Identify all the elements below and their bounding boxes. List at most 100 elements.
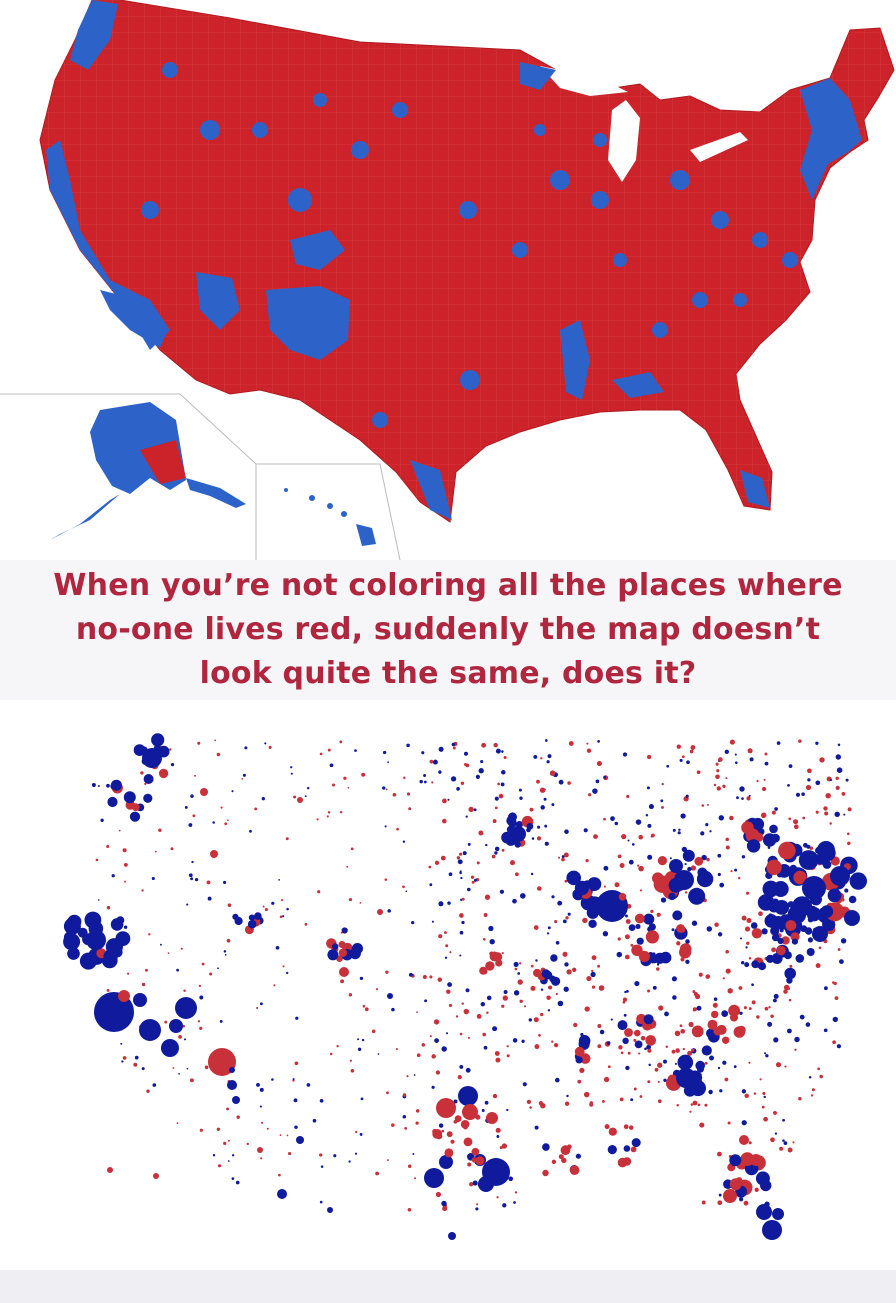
lake-erie xyxy=(690,132,748,162)
county-bubble xyxy=(669,859,683,873)
county-bubble xyxy=(480,760,484,764)
county-bubble xyxy=(468,806,474,813)
county-bubble xyxy=(357,1038,360,1041)
county-bubble xyxy=(503,990,508,994)
county-bubble xyxy=(773,1110,777,1115)
county-bubble xyxy=(357,1047,362,1051)
county-bubble xyxy=(441,1046,447,1052)
county-bubble xyxy=(306,786,310,790)
county-bubble xyxy=(696,1005,702,1011)
county-bubble xyxy=(292,1079,295,1082)
county-bubble xyxy=(618,1045,623,1050)
county-bubble xyxy=(492,1026,498,1032)
county-bubble xyxy=(170,847,174,851)
county-bubble xyxy=(592,788,598,794)
county-bubble xyxy=(727,1121,731,1125)
county-bubble xyxy=(610,816,615,821)
county-bubble xyxy=(746,839,761,853)
county-bubble xyxy=(638,834,644,840)
county-bubble xyxy=(630,1146,637,1153)
county-bubble xyxy=(454,1115,462,1123)
county-bubble xyxy=(144,968,148,972)
county-bubble xyxy=(327,1207,333,1213)
county-bubble xyxy=(170,762,175,767)
county-bubble xyxy=(540,757,543,760)
county-bubble xyxy=(766,859,782,875)
county-bubble xyxy=(836,767,843,773)
county-bubble xyxy=(623,1145,631,1152)
county-bubble xyxy=(141,1067,145,1071)
county-bubble xyxy=(485,961,495,971)
county-bubble xyxy=(622,1037,629,1044)
county-bubble xyxy=(465,763,470,768)
county-bubble xyxy=(751,960,760,969)
county-bubble xyxy=(723,1189,737,1203)
county-bubble xyxy=(224,822,228,826)
county-bubble xyxy=(384,825,387,828)
county-bubble xyxy=(304,795,307,798)
county-bubble xyxy=(672,995,677,1000)
county-bubble xyxy=(224,954,227,956)
county-bubble xyxy=(346,865,349,868)
county-bubble xyxy=(761,928,768,935)
county-bubble xyxy=(591,955,597,961)
county-bubble xyxy=(734,868,738,872)
county-bubble xyxy=(746,941,750,945)
county-bubble xyxy=(739,1135,749,1145)
county-bubble xyxy=(614,882,620,888)
county-bubble xyxy=(709,1055,714,1061)
county-bubble xyxy=(746,917,752,924)
county-bubble xyxy=(129,811,141,822)
county-bubble xyxy=(782,1139,785,1142)
county-bubble xyxy=(717,853,722,858)
county-bubble xyxy=(751,983,754,987)
county-bubble xyxy=(480,1001,486,1007)
county-bubble xyxy=(520,893,526,899)
county-bubble xyxy=(741,961,745,965)
county-bubble xyxy=(817,1067,820,1071)
county-bubble xyxy=(558,856,561,859)
county-bubble xyxy=(555,992,558,996)
county-bubble xyxy=(657,1080,660,1083)
county-bubble xyxy=(771,933,780,942)
county-bubble xyxy=(679,926,686,933)
county-bubble xyxy=(435,1132,443,1140)
county-bubble xyxy=(561,1157,567,1164)
county-bubble xyxy=(741,797,744,800)
county-bubble xyxy=(327,811,331,814)
county-bubble xyxy=(259,1087,264,1092)
county-bubble xyxy=(416,1011,418,1013)
county-bubble xyxy=(597,1024,602,1028)
county-bubble xyxy=(580,1032,584,1037)
county-bubble xyxy=(435,1191,441,1198)
county-bubble xyxy=(478,830,484,836)
county-bubble xyxy=(622,997,628,1002)
county-bubble xyxy=(455,1015,459,1018)
county-bubble xyxy=(121,1060,124,1063)
county-bubble xyxy=(467,1162,472,1167)
county-bubble xyxy=(513,961,519,967)
county-bubble xyxy=(452,746,456,750)
county-bubble xyxy=(442,798,447,804)
county-bubble xyxy=(141,889,144,892)
county-bubble xyxy=(350,847,354,851)
county-bubble xyxy=(748,1007,752,1011)
county-bubble xyxy=(650,909,654,914)
county-bubble xyxy=(387,909,391,913)
county-bubble xyxy=(415,1121,419,1125)
county-bubble xyxy=(91,783,96,787)
county-bubble xyxy=(460,781,465,785)
county-bubble xyxy=(189,1078,194,1083)
county-bubble xyxy=(459,1064,464,1069)
county-bubble xyxy=(747,748,753,754)
county-bubble xyxy=(567,781,571,785)
county-bubble xyxy=(146,1089,150,1094)
county-bubble xyxy=(371,1029,376,1034)
county-bubble xyxy=(640,1035,646,1041)
county-bubble xyxy=(812,926,828,942)
county-bubble xyxy=(413,1074,416,1076)
county-bubble xyxy=(770,1014,774,1018)
county-bubble xyxy=(631,1138,641,1148)
county-bubble xyxy=(273,984,276,987)
